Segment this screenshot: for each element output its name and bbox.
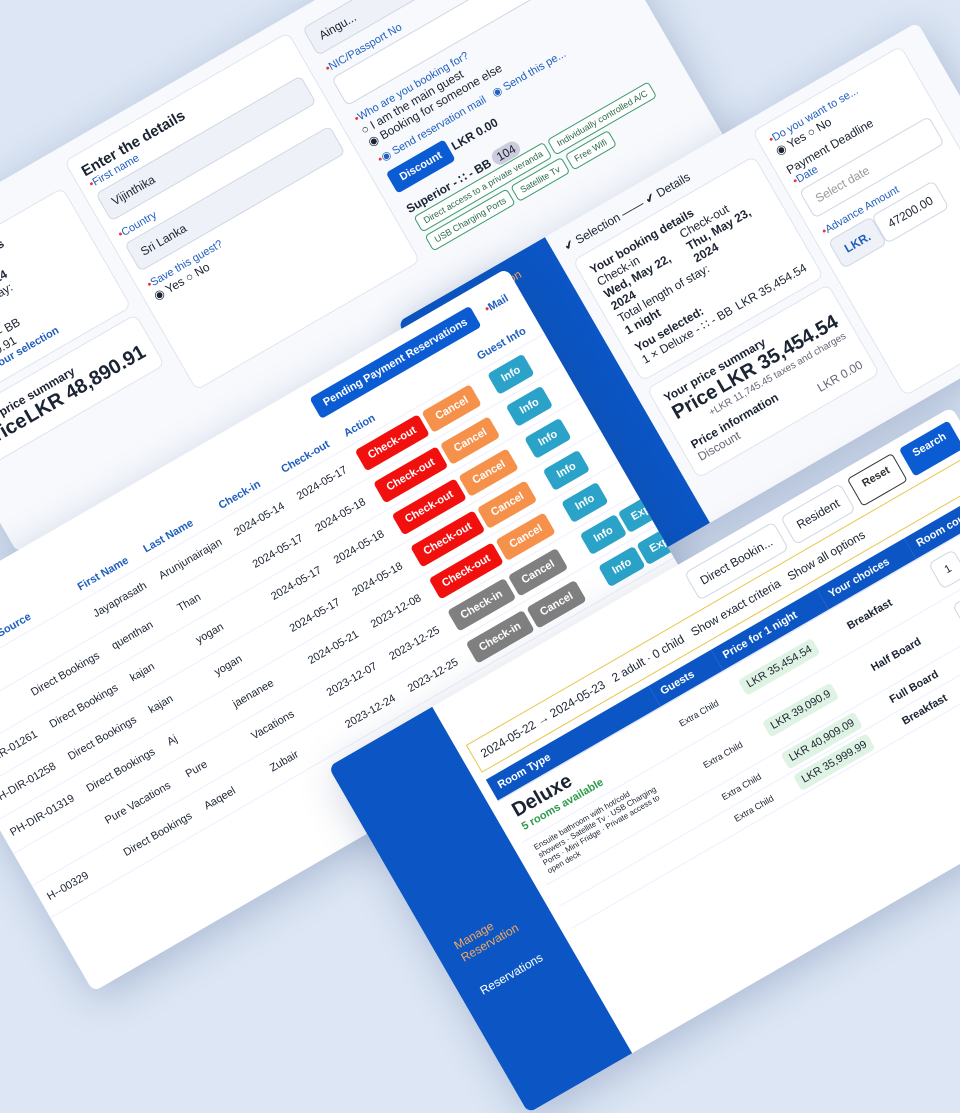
extra-child: Extra Child (677, 697, 721, 729)
choice: Breakfast (844, 596, 895, 632)
page: Hotel reservation UI collage { "booking_… (0, 0, 960, 960)
mail-tab[interactable]: Mail (483, 292, 511, 315)
extra-child: Extra Child (701, 739, 745, 771)
count[interactable]: 1 (928, 548, 960, 590)
choice: Half Board (869, 635, 924, 674)
page-body: 2 Details Your booking details Check-out… (0, 0, 960, 960)
